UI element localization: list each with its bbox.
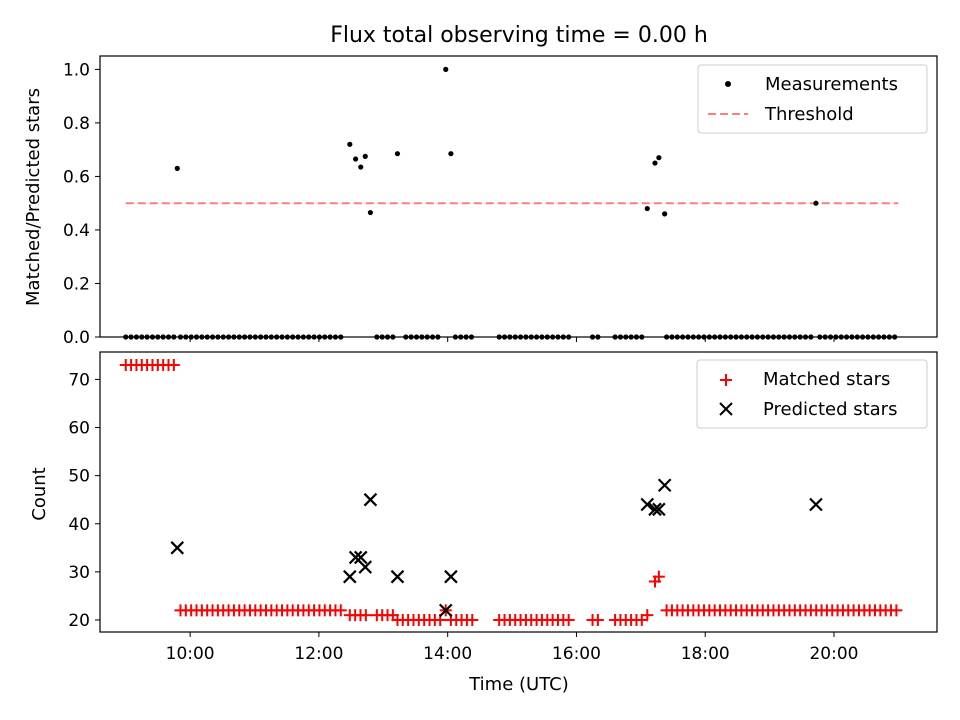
bottom-ytick-label: 30 bbox=[68, 563, 90, 583]
bottom-xtick-label: 18:00 bbox=[681, 644, 730, 664]
measurement-point bbox=[367, 209, 374, 216]
predicted-star-stroke bbox=[648, 502, 662, 517]
measurement-point bbox=[662, 211, 668, 217]
bottom-legend-box bbox=[696, 359, 928, 429]
measurement-point bbox=[394, 151, 401, 157]
predicted-star-marker bbox=[363, 492, 378, 507]
bottom-ytick-label: 70 bbox=[68, 370, 90, 390]
measurement-point bbox=[448, 151, 454, 157]
predicted-star-marker bbox=[652, 502, 666, 517]
predicted-star-stroke bbox=[652, 502, 666, 517]
predicted-star-marker bbox=[438, 603, 453, 618]
predicted-star-stroke bbox=[358, 560, 373, 574]
top-legend: Measurements Threshold bbox=[697, 64, 928, 134]
top-legend-box bbox=[697, 64, 928, 134]
predicted-star-marker bbox=[640, 497, 655, 512]
legend-matched-label: Matched stars bbox=[763, 369, 890, 390]
top-plot-area: 0.0 0.2 0.4 0.6 0.8 1.0 bbox=[63, 55, 938, 348]
measurement-point bbox=[644, 205, 650, 212]
legend-matched-marker bbox=[720, 374, 732, 386]
predicted-star-marker bbox=[170, 541, 185, 555]
bottom-xtick-label: 14:00 bbox=[423, 644, 472, 664]
measurement-point bbox=[358, 164, 364, 170]
predicted-star-stroke bbox=[343, 569, 357, 584]
matched-star-marker bbox=[466, 613, 479, 626]
matched-star-marker bbox=[652, 570, 665, 583]
xlabel: Time (UTC) bbox=[468, 674, 569, 695]
measurement-point bbox=[652, 160, 658, 166]
measurement-point bbox=[347, 141, 353, 147]
matched-star-marker bbox=[167, 358, 180, 371]
legend-measurements-marker bbox=[725, 81, 731, 87]
predicted-star-marker bbox=[444, 569, 458, 584]
top-axes-frame bbox=[99, 55, 938, 338]
legend-predicted-label: Predicted stars bbox=[763, 399, 897, 420]
top-ytick-label: 0.6 bbox=[63, 167, 90, 187]
bottom-ytick-label: 50 bbox=[68, 467, 90, 487]
bottom-legend: Matched stars Predicted stars bbox=[696, 359, 928, 429]
measurement-point bbox=[443, 66, 449, 72]
bottom-xtick-label: 10:00 bbox=[166, 644, 215, 664]
bottom-xtick-label: 20:00 bbox=[809, 644, 858, 664]
legend-measurements-label: Measurements bbox=[765, 74, 898, 95]
top-ytick-label: 0.0 bbox=[63, 328, 90, 348]
predicted-star-marker bbox=[390, 569, 405, 584]
bottom-ylabel: Count bbox=[29, 467, 50, 520]
matched-star-marker bbox=[641, 609, 654, 622]
predicted-star-stroke bbox=[438, 603, 453, 618]
predicted-star-stroke bbox=[170, 541, 185, 555]
predicted-star-marker bbox=[343, 569, 357, 584]
matched-star-marker bbox=[890, 604, 903, 617]
bottom-ytick-label: 20 bbox=[68, 611, 90, 631]
legend-predicted-marker bbox=[719, 402, 733, 416]
predicted-star-stroke bbox=[348, 550, 363, 565]
bottom-ytick-label: 60 bbox=[68, 419, 90, 439]
predicted-star-stroke bbox=[363, 492, 378, 507]
matched-star-marker bbox=[562, 613, 575, 626]
matched-star-marker bbox=[334, 604, 347, 617]
predicted-star-stroke bbox=[809, 497, 823, 512]
predicted-star-marker bbox=[648, 502, 662, 517]
top-ylabel: Matched/Predicted stars bbox=[23, 88, 44, 306]
measurement-point bbox=[353, 156, 359, 162]
measurement-point bbox=[174, 165, 180, 171]
top-ytick-label: 0.4 bbox=[63, 221, 90, 241]
legend-threshold-label: Threshold bbox=[764, 104, 854, 125]
predicted-star-stroke bbox=[444, 569, 458, 584]
predicted-star-stroke bbox=[657, 478, 672, 493]
predicted-star-marker bbox=[809, 497, 823, 512]
matched-star-marker bbox=[591, 613, 604, 626]
top-ytick-label: 1.0 bbox=[63, 60, 90, 80]
bottom-plot-area: 20 30 40 50 60 70 10:00 12:00 14:00 16:00 18:00 20:… bbox=[68, 351, 938, 664]
top-ytick-label: 0.8 bbox=[63, 114, 90, 134]
predicted-star-marker bbox=[657, 478, 672, 493]
top-ytick-label: 0.2 bbox=[63, 274, 90, 294]
bottom-ytick-label: 40 bbox=[68, 515, 90, 535]
predicted-star-stroke bbox=[353, 550, 368, 565]
bottom-xtick-label: 16:00 bbox=[552, 644, 601, 664]
predicted-star-marker bbox=[353, 550, 368, 565]
measurement-point bbox=[813, 200, 819, 206]
bottom-xtick-label: 12:00 bbox=[294, 644, 343, 664]
bottom-axes-frame bbox=[99, 351, 938, 633]
measurement-point bbox=[656, 155, 662, 161]
predicted-star-marker bbox=[358, 560, 373, 574]
measurement-point bbox=[362, 153, 368, 159]
predicted-star-stroke bbox=[640, 497, 655, 512]
chart-title: Flux total observing time = 0.00 h bbox=[330, 23, 708, 48]
matched-star-marker bbox=[359, 609, 372, 622]
predicted-star-stroke bbox=[390, 569, 405, 584]
